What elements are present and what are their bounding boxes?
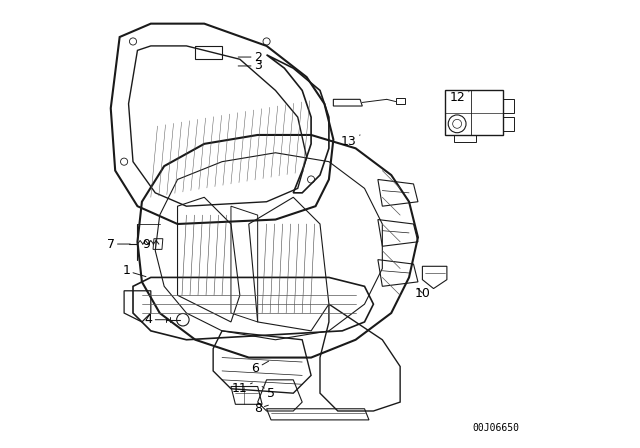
Text: 7: 7: [107, 237, 130, 250]
Text: 1: 1: [122, 264, 146, 277]
Text: 10: 10: [415, 287, 430, 300]
Text: 00J06650: 00J06650: [472, 423, 520, 433]
Text: 6: 6: [252, 361, 269, 375]
Text: 12: 12: [450, 90, 469, 103]
Text: 9: 9: [143, 237, 154, 250]
Text: 2: 2: [238, 51, 262, 64]
Text: 8: 8: [253, 402, 268, 415]
Text: 5: 5: [262, 387, 275, 400]
Text: 4: 4: [145, 313, 168, 326]
Text: 11: 11: [232, 382, 252, 395]
Text: 3: 3: [238, 60, 262, 73]
Text: 13: 13: [341, 135, 360, 148]
